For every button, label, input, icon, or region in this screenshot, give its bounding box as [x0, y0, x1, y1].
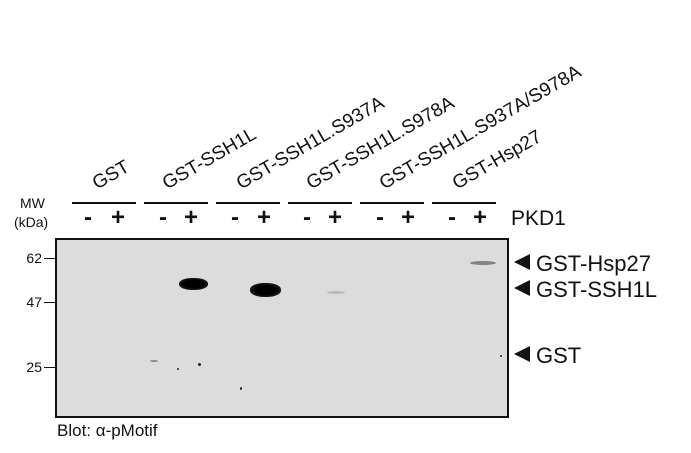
label-gst: GST — [514, 343, 581, 369]
marker-tick-25 — [44, 367, 56, 368]
speck — [500, 355, 502, 357]
sign-minus: - — [303, 204, 311, 231]
sign-minus: - — [159, 204, 167, 231]
arrow-left-icon — [514, 254, 530, 270]
pkd1-label: PKD1 — [511, 207, 566, 230]
group-line-gst — [72, 202, 136, 204]
group-line-ssh1l — [144, 202, 208, 204]
sign-plus: + — [183, 204, 198, 231]
sign-minus: - — [84, 204, 92, 231]
group-line-double — [360, 202, 424, 204]
marker-62: 62 — [26, 250, 42, 266]
speck — [177, 368, 179, 370]
mw-title: MW (kDa) — [14, 194, 48, 232]
sign-plus: + — [400, 204, 415, 231]
lane-label-gst: GST — [89, 156, 134, 195]
band-s937a-plus — [250, 283, 281, 297]
arrow-left-icon — [514, 280, 530, 296]
group-line-s978a — [288, 202, 352, 204]
sign-plus: + — [472, 204, 487, 231]
blot-antibody-label: Blot: α-pMotif — [57, 421, 158, 440]
faint-smear — [327, 291, 345, 294]
group-line-hsp27 — [432, 202, 496, 204]
sign-minus: - — [448, 204, 456, 231]
speck — [240, 387, 242, 390]
marker-25: 25 — [26, 359, 42, 375]
sign-plus: + — [327, 204, 342, 231]
band-hsp27-plus — [470, 261, 496, 265]
sign-plus: + — [110, 204, 125, 231]
speck — [150, 360, 158, 362]
mw-label: MW — [20, 195, 45, 211]
label-gst-hsp27: GST-Hsp27 — [514, 251, 651, 277]
group-line-s937a — [216, 202, 280, 204]
marker-tick-47 — [44, 302, 56, 303]
label-gst-text: GST — [536, 343, 582, 368]
label-gst-ssh1l-text: GST-SSH1L — [536, 277, 658, 302]
marker-47: 47 — [26, 294, 42, 310]
band-ssh1l-plus — [179, 278, 208, 290]
blot-membrane — [55, 238, 509, 418]
label-gst-ssh1l: GST-SSH1L — [514, 277, 657, 303]
sign-minus: - — [376, 204, 384, 231]
label-gst-hsp27-text: GST-Hsp27 — [536, 251, 651, 276]
arrow-left-icon — [514, 346, 530, 362]
speck — [198, 363, 201, 366]
sign-plus: + — [256, 204, 271, 231]
kda-label: (kDa) — [14, 214, 49, 230]
sign-minus: - — [231, 204, 239, 231]
marker-tick-62 — [44, 258, 56, 259]
